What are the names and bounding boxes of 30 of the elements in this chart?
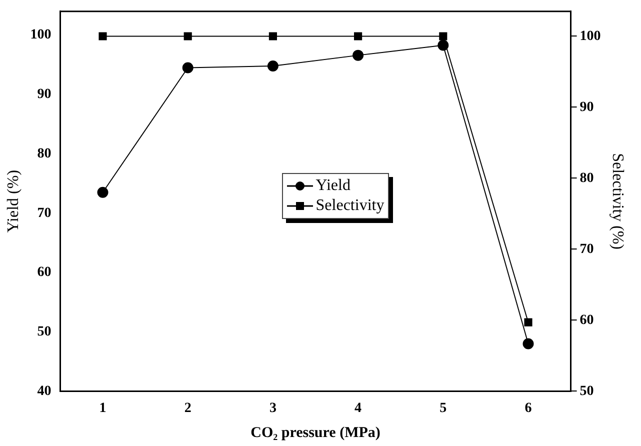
point: [438, 40, 449, 51]
x-axis-title: CO₂ pressure (MPa): [250, 424, 380, 441]
x-tick-label: 2: [184, 401, 192, 416]
y2-tick-label: 80: [580, 170, 594, 186]
y2-axis-title: Selectivity (%): [609, 153, 626, 250]
x-tick-label: 3: [269, 401, 276, 416]
x-tick-label: 1: [99, 401, 106, 416]
y-axis-title: Yield (%): [4, 170, 22, 233]
y-tick-label: 40: [37, 384, 52, 399]
point: [522, 338, 534, 350]
y2-tick-label: 50: [580, 384, 594, 399]
legend-label: Selectivity: [316, 196, 384, 216]
point: [352, 50, 364, 61]
legend-label: Yield: [316, 176, 350, 196]
y-tick-label: 100: [30, 28, 52, 43]
y2-tick-label: 100: [580, 28, 601, 44]
y-tick-label: 60: [37, 265, 52, 280]
point: [182, 62, 194, 74]
y-tick-label: 50: [37, 324, 52, 340]
x-tick-label: 6: [524, 401, 532, 416]
point: [97, 186, 108, 198]
y2-tick-label: 60: [580, 312, 594, 328]
y-tick-label: 80: [37, 146, 52, 162]
y2-tick-label: 90: [580, 100, 594, 115]
x-tick-label: 5: [440, 401, 447, 416]
y-tick-label: 70: [37, 206, 52, 221]
y-tick-label: 90: [37, 87, 52, 102]
x-tick-label: 4: [354, 401, 362, 416]
point: [267, 60, 278, 72]
y2-tick-label: 70: [580, 242, 594, 257]
